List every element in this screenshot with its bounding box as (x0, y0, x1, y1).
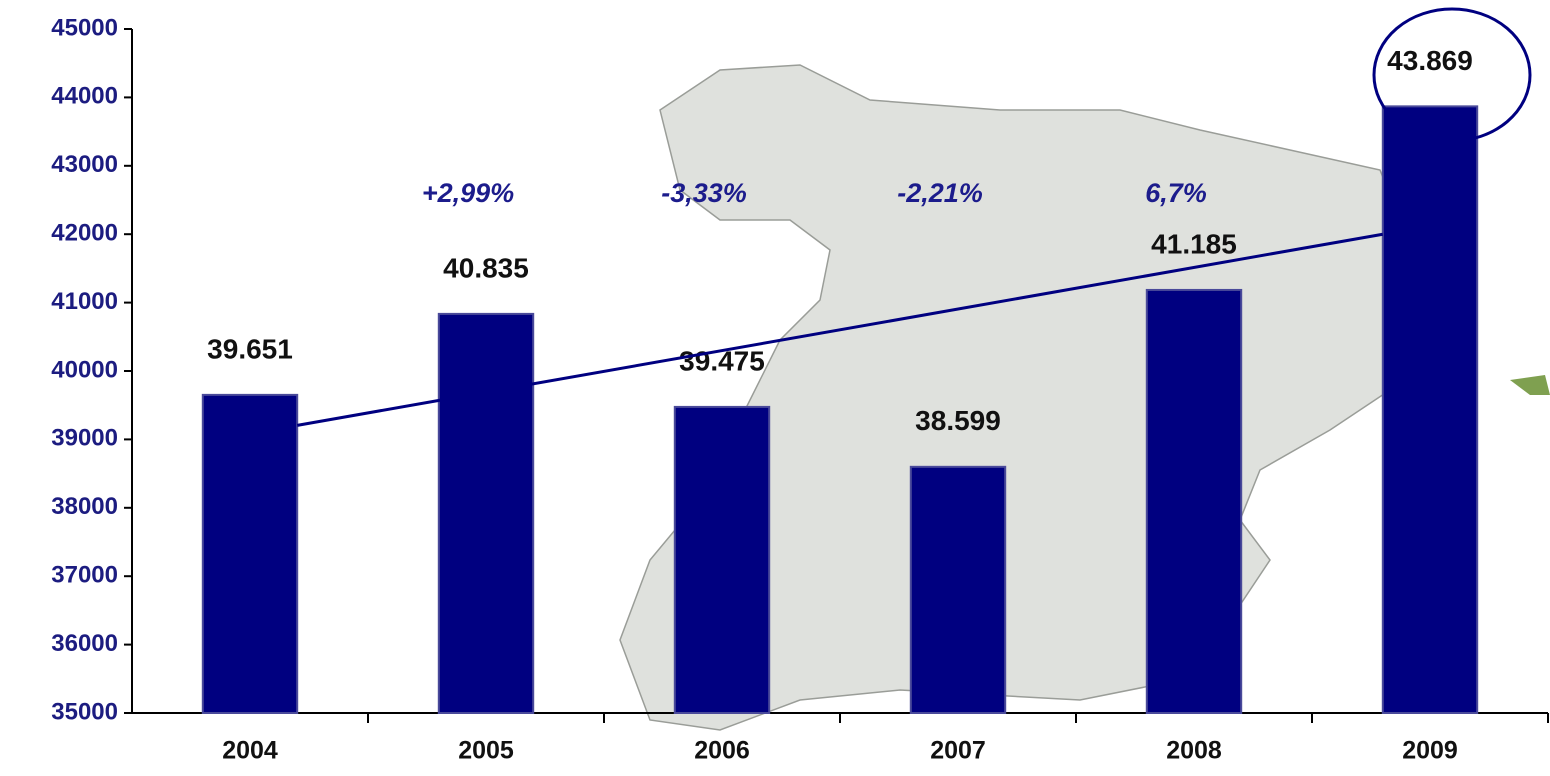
annotation: +2,99% (422, 178, 514, 208)
trend-line (296, 232, 1384, 427)
bar (1381, 105, 1479, 714)
x-tick-label: 2007 (930, 737, 986, 765)
annotation: 6,7% (1145, 178, 1207, 208)
y-tick-label: 40000 (51, 356, 118, 383)
y-tick-label: 42000 (51, 220, 118, 247)
y-tick-label: 37000 (51, 562, 118, 589)
y-tick-label: 43000 (51, 151, 118, 178)
bar (201, 393, 299, 714)
value-label: 43.869 (1387, 45, 1473, 76)
y-tick-label: 39000 (51, 425, 118, 452)
y-tick-label: 38000 (51, 493, 118, 520)
x-tick-label: 2009 (1402, 737, 1458, 765)
x-tick-label: 2006 (694, 737, 750, 765)
highlight-circle (1372, 7, 1532, 143)
x-tick-label: 2008 (1166, 737, 1222, 765)
bar (909, 465, 1007, 714)
y-tick-label: 44000 (51, 83, 118, 110)
y-tick-label: 41000 (51, 288, 118, 315)
annotation: -2,21% (897, 178, 983, 208)
value-label: 40.835 (443, 252, 529, 283)
island (1510, 375, 1550, 395)
x-tick-label: 2005 (458, 737, 514, 765)
annotation: -3,33% (661, 178, 747, 208)
y-tick-label: 45000 (51, 14, 118, 41)
bar (437, 312, 535, 714)
y-tick-label: 36000 (51, 630, 118, 657)
value-label: 38.599 (915, 405, 1001, 436)
bar (673, 405, 771, 714)
bar (1145, 288, 1243, 714)
value-label: 39.651 (207, 333, 293, 364)
y-tick-label: 35000 (51, 698, 118, 725)
x-tick-label: 2004 (222, 737, 278, 765)
value-label: 41.185 (1151, 228, 1237, 259)
